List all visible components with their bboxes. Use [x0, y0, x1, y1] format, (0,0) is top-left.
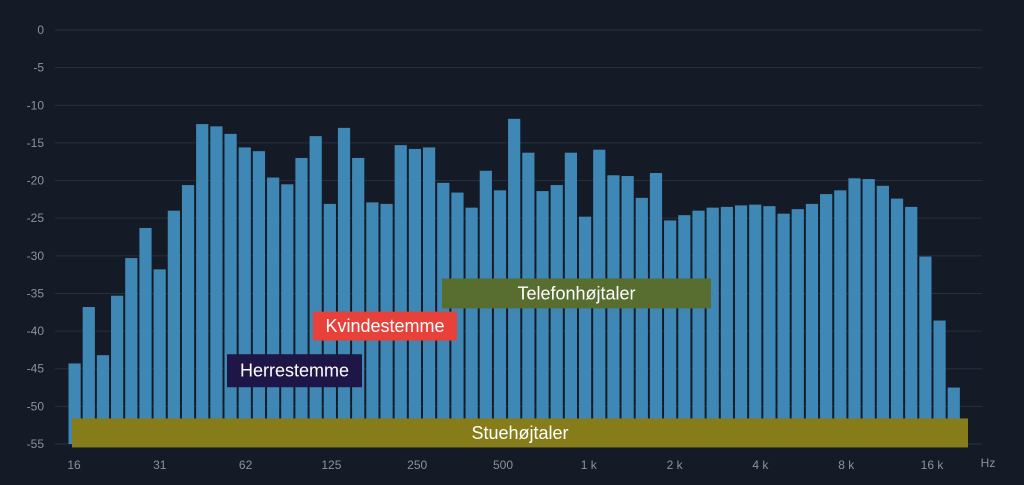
frequency-band: Herrestemme [227, 354, 362, 388]
frequency-band: Telefonhøjtaler [442, 278, 711, 309]
bar [692, 210, 705, 444]
band-label: Stuehøjtaler [471, 423, 568, 443]
y-tick-label: 0 [37, 23, 44, 37]
bar [763, 206, 776, 444]
bar [820, 194, 833, 444]
bar [210, 126, 223, 444]
band-box [227, 354, 362, 388]
band-label: Kvindestemme [325, 316, 444, 336]
x-tick-label: 31 [153, 458, 167, 472]
x-tick-label: 62 [239, 458, 253, 472]
band-box [442, 278, 711, 309]
bar [876, 185, 889, 444]
frequency-band: Kvindestemme [313, 311, 457, 341]
y-tick-label: -15 [27, 136, 45, 150]
y-tick-label: -5 [33, 61, 44, 75]
bar [664, 220, 677, 444]
y-tick-label: -55 [27, 437, 45, 451]
bar [309, 136, 322, 444]
bar [267, 177, 280, 444]
bar [153, 269, 166, 444]
bar [678, 215, 691, 444]
bar [493, 190, 507, 444]
x-tick-label: 4 k [752, 458, 769, 472]
bar [635, 197, 648, 444]
bar [791, 209, 804, 444]
bar [536, 191, 549, 444]
bar [890, 198, 904, 444]
x-tick-label: 125 [321, 458, 341, 472]
band-box [72, 418, 968, 448]
y-tick-label: -30 [27, 249, 45, 263]
bar [834, 190, 847, 444]
bar [139, 227, 152, 444]
x-axis-unit: Hz [981, 456, 996, 470]
x-tick-label: 2 k [667, 458, 684, 472]
bar [352, 157, 365, 445]
bars-layer [68, 118, 960, 445]
bar [848, 178, 861, 444]
bar [337, 127, 351, 444]
bar [734, 205, 748, 444]
x-tick-label: 1 k [581, 458, 598, 472]
x-tick-label: 500 [493, 458, 513, 472]
bar [706, 207, 719, 444]
bar [167, 210, 180, 444]
band-label: Telefonhøjtaler [517, 283, 635, 303]
bar [125, 258, 138, 444]
y-tick-label: -40 [27, 324, 45, 338]
bar [252, 151, 266, 444]
axis-layer: 0 -5 -10 -15 -20 -25 -30 -35 -40 -45 -50 -55 16 31 62 1… [27, 23, 945, 472]
y-tick-label: -50 [27, 399, 45, 413]
y-tick-label: -45 [27, 362, 45, 376]
bar [181, 185, 195, 444]
x-tick-label: 16 [67, 458, 81, 472]
bar [919, 256, 932, 444]
bands-layer: Telefonhøjtaler Kvindestemme Herrestemme St… [72, 278, 968, 448]
y-tick-label: -20 [27, 174, 45, 188]
bar [465, 207, 478, 444]
bar [862, 179, 875, 445]
bar [805, 203, 819, 444]
bar [408, 148, 422, 444]
x-tick-label: 8 k [838, 458, 855, 472]
bar [281, 184, 294, 445]
y-tick-label: -25 [27, 211, 45, 225]
bar [550, 185, 563, 444]
x-tick-label: 16 k [921, 458, 945, 472]
bar [649, 173, 663, 444]
bar [423, 147, 436, 444]
band-box [313, 311, 457, 341]
bar [238, 147, 251, 444]
bar [933, 320, 946, 444]
y-tick-label: -35 [27, 286, 45, 300]
bar [394, 145, 407, 444]
bar [224, 133, 237, 445]
bar [607, 175, 620, 444]
bar [196, 124, 209, 444]
y-tick-label: -10 [27, 98, 45, 112]
x-tick-label: 250 [407, 458, 427, 472]
bar [905, 206, 918, 444]
band-label: Herrestemme [240, 361, 349, 381]
bar [749, 204, 762, 444]
bar [451, 192, 464, 444]
bar [295, 157, 308, 445]
bar [578, 216, 592, 444]
bar [720, 206, 733, 444]
bar [111, 295, 124, 444]
bar [82, 307, 95, 444]
frequency-band: Stuehøjtaler [72, 418, 968, 448]
bar [777, 213, 790, 444]
bar [621, 176, 634, 444]
